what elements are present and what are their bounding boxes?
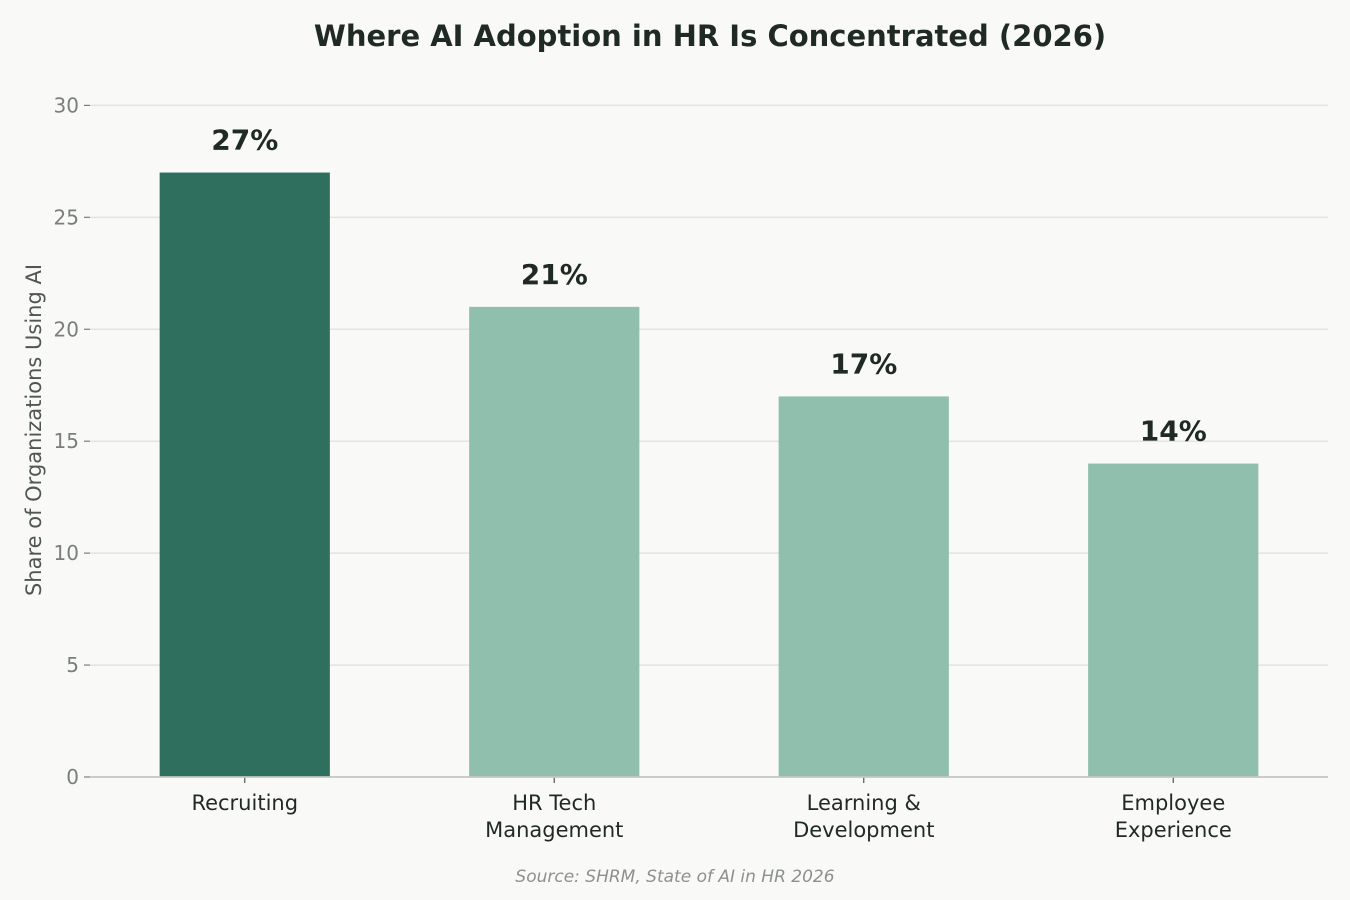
x-tick-label-line: Learning &: [807, 791, 921, 815]
y-tick-label: 10: [54, 541, 79, 565]
x-tick-label-line: Employee: [1121, 791, 1225, 815]
x-tick-label-line: Experience: [1115, 818, 1232, 842]
bar: [778, 396, 949, 777]
x-tick-label: Employee Experience: [1115, 791, 1232, 842]
x-tick-label: HR Tech Management: [485, 791, 623, 842]
y-tick-label: 30: [54, 93, 79, 117]
x-tick-label-line: Development: [793, 818, 934, 842]
chart-title: Where AI Adoption in HR Is Concentrated …: [314, 19, 1106, 53]
y-tick-label: 0: [66, 765, 79, 789]
y-tick-label: 5: [66, 653, 79, 677]
x-tick-label-line: HR Tech: [512, 791, 596, 815]
y-tick-label: 25: [54, 205, 79, 229]
bars: [159, 172, 1259, 777]
y-tick-label: 15: [54, 429, 79, 453]
source-note: Source: SHRM, State of AI in HR 2026: [515, 867, 834, 887]
data-label: 21%: [521, 258, 588, 291]
data-label: 27%: [211, 124, 278, 157]
labels: Recruiting 27% HR Tech Management 21% Learnin…: [191, 124, 1231, 842]
data-label: 17%: [830, 347, 897, 380]
x-tick-label-line: Recruiting: [191, 791, 298, 815]
x-tick-label: Learning & Development: [793, 791, 934, 842]
data-label: 14%: [1140, 415, 1207, 448]
axes: 0 5 10 15 20 25 30: [54, 93, 1328, 789]
bar: [469, 306, 640, 777]
y-axis-label: Share of Organizations Using AI: [22, 264, 46, 596]
x-tick-label-line: Management: [485, 818, 623, 842]
bar: [1088, 463, 1259, 777]
y-tick-label: 20: [54, 317, 79, 341]
x-tick-label: Recruiting: [191, 791, 298, 815]
bar: [159, 172, 330, 777]
